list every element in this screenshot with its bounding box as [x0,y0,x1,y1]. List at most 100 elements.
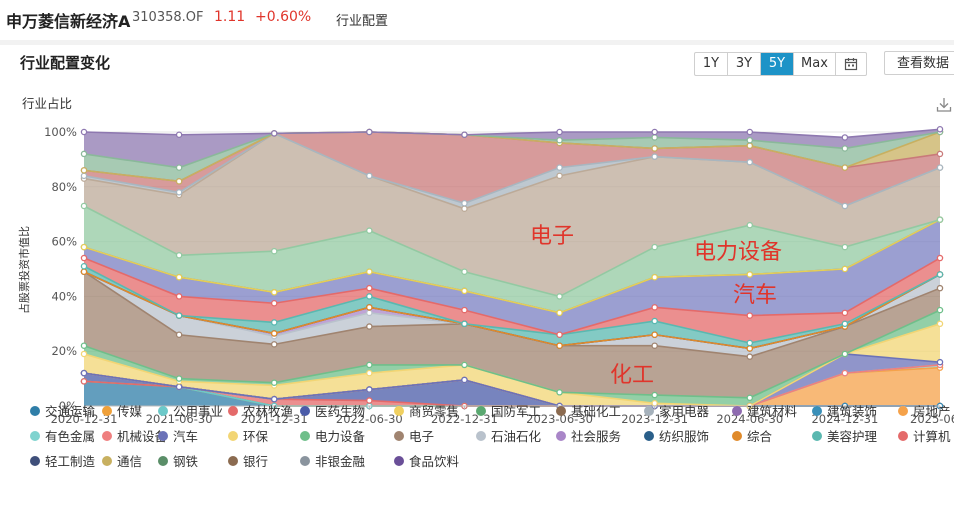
data-point[interactable] [366,397,373,404]
range-5y-button[interactable]: 5Y [761,53,794,75]
legend-item[interactable]: 美容护理 [812,426,877,445]
data-point[interactable] [270,247,278,255]
data-point[interactable] [841,309,849,317]
data-point[interactable] [80,202,88,210]
data-point[interactable] [175,312,183,319]
legend-item[interactable]: 石油石化 [476,426,541,445]
range-max-button[interactable]: Max [794,53,836,75]
legend-item[interactable]: 非银金融 [300,451,365,470]
data-point[interactable] [175,131,183,138]
data-point[interactable] [461,361,468,369]
legend-item[interactable]: 医药生物 [300,401,365,420]
data-point[interactable] [746,128,754,136]
legend-item[interactable]: 计算机 [898,426,951,445]
data-point[interactable] [175,383,183,391]
range-1y-button[interactable]: 1Y [695,53,728,75]
legend-item[interactable]: 纺织服饰 [644,426,709,445]
data-point[interactable] [841,164,849,171]
data-point[interactable] [746,394,754,402]
legend-item[interactable]: 建筑装饰 [812,401,877,420]
data-point[interactable] [841,350,849,358]
data-point[interactable] [175,331,183,339]
legend-item[interactable]: 环保 [228,426,268,445]
data-point[interactable] [841,243,849,251]
data-point[interactable] [366,268,373,275]
data-point[interactable] [461,306,468,314]
data-point[interactable] [270,130,278,137]
data-point[interactable] [175,189,183,196]
data-point[interactable] [366,293,373,300]
data-point[interactable] [270,341,278,348]
data-point[interactable] [366,309,373,317]
legend-item[interactable]: 轻工制造 [30,451,95,470]
data-point[interactable] [366,227,373,234]
data-point[interactable] [651,243,658,251]
data-point[interactable] [556,342,563,349]
data-point[interactable] [80,167,88,174]
data-point[interactable] [651,317,658,325]
data-point[interactable] [651,331,658,339]
data-point[interactable] [366,304,373,311]
data-point[interactable] [936,271,944,278]
data-point[interactable] [936,306,944,314]
data-point[interactable] [841,369,849,377]
data-point[interactable] [80,243,88,251]
data-point[interactable] [80,369,88,377]
section-tab[interactable]: 行业配置 [336,14,389,29]
download-button[interactable] [936,97,952,117]
data-point[interactable] [461,199,468,207]
data-point[interactable] [556,389,563,396]
data-point[interactable] [651,391,658,399]
data-point[interactable] [270,395,278,403]
data-point[interactable] [936,126,944,133]
legend-item[interactable]: 社会服务 [556,426,621,445]
legend-item[interactable]: 钢铁 [158,451,198,470]
data-point[interactable] [366,369,373,377]
data-point[interactable] [80,378,88,385]
data-point[interactable] [461,287,468,295]
data-point[interactable] [175,252,183,259]
data-point[interactable] [651,145,658,152]
data-point[interactable] [841,320,849,328]
data-point[interactable] [651,128,658,136]
data-point[interactable] [746,353,754,360]
data-point[interactable] [556,331,563,339]
data-point[interactable] [746,345,754,352]
data-point[interactable] [746,312,754,319]
legend-item[interactable]: 机械设备 [102,426,167,445]
data-point[interactable] [651,342,658,349]
data-point[interactable] [80,172,88,180]
legend-item[interactable]: 食品饮料 [394,451,459,470]
data-point[interactable] [80,254,88,262]
data-point[interactable] [936,164,944,171]
data-point[interactable] [556,172,563,180]
data-point[interactable] [936,216,944,223]
data-point[interactable] [80,350,88,358]
data-point[interactable] [936,254,944,262]
data-point[interactable] [841,265,849,273]
data-point[interactable] [651,304,658,311]
data-point[interactable] [80,150,88,158]
data-point[interactable] [746,158,754,166]
data-point[interactable] [556,293,563,300]
view-data-button[interactable]: 查看数据 [884,51,954,75]
data-point[interactable] [746,136,754,144]
range-3y-button[interactable]: 3Y [728,53,761,75]
data-point[interactable] [651,273,658,281]
legend-item[interactable]: 家用电器 [644,401,709,420]
data-point[interactable] [936,284,944,292]
legend-item[interactable]: 商贸零售 [394,401,459,420]
data-point[interactable] [556,309,563,317]
data-point[interactable] [175,375,183,382]
data-point[interactable] [461,320,468,328]
data-point[interactable] [461,376,468,384]
data-point[interactable] [80,268,88,275]
legend-item[interactable]: 电力设备 [300,426,365,445]
data-point[interactable] [366,284,373,292]
legend-item[interactable]: 综合 [732,426,772,445]
data-point[interactable] [746,221,754,229]
data-point[interactable] [270,319,278,326]
data-point[interactable] [936,320,944,328]
legend-item[interactable]: 交通运输 [30,401,95,420]
data-point[interactable] [80,128,88,136]
